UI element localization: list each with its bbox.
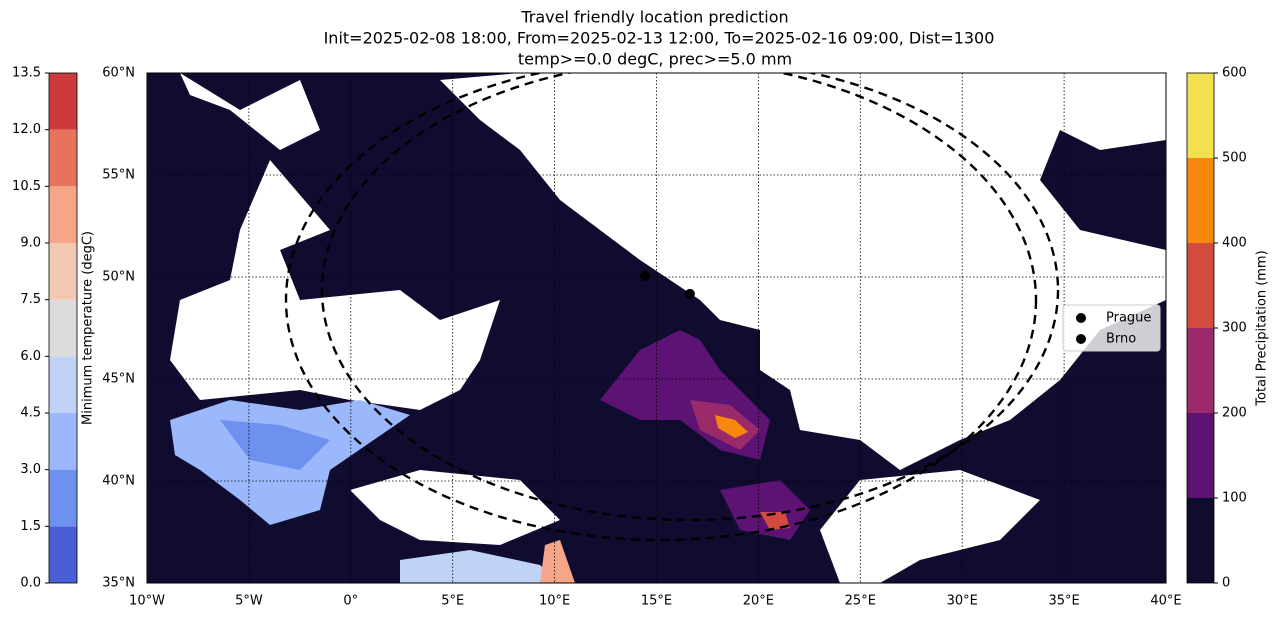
colorbar-tick-label: 200 xyxy=(1222,406,1247,421)
colorbar-tick-label: 10.5 xyxy=(12,179,41,194)
y-tick-label: 50°N xyxy=(102,270,135,285)
title-line: Init=2025-02-08 18:00, From=2025-02-13 1… xyxy=(324,29,995,48)
field-wet xyxy=(760,512,790,530)
colorbar-tick-label: 12.0 xyxy=(12,122,41,137)
field-empty xyxy=(820,470,1040,583)
x-tick-label: 30°E xyxy=(947,594,978,609)
colorbar-label: Total Precipitation (mm) xyxy=(1255,250,1270,406)
colorbar-band xyxy=(1187,498,1214,583)
x-tick-label: 25°E xyxy=(845,594,876,609)
colorbar-tick-label: 0 xyxy=(1222,576,1230,591)
title-line: Travel friendly location prediction xyxy=(520,8,788,27)
colorbar-band xyxy=(49,299,77,357)
legend-label: Brno xyxy=(1106,332,1136,347)
legend-marker xyxy=(1076,334,1086,344)
colorbar-tick-label: 13.5 xyxy=(12,66,41,81)
city-marker xyxy=(639,270,650,281)
x-tick-label: 0° xyxy=(343,594,358,609)
colorbar-band xyxy=(1187,413,1214,498)
colorbar-tick-label: 0.0 xyxy=(20,576,41,591)
legend-box xyxy=(1062,304,1161,352)
x-tick-label: 15°E xyxy=(641,594,672,609)
field-empty xyxy=(180,73,320,150)
colorbar-band xyxy=(1187,243,1214,328)
colorbar-tick-label: 1.5 xyxy=(20,519,41,534)
y-tick-label: 40°N xyxy=(102,474,135,489)
legend-marker xyxy=(1076,313,1086,323)
colorbar-tick-label: 3.0 xyxy=(20,462,41,477)
map-frame xyxy=(146,72,1167,584)
x-tick-label: 40°E xyxy=(1150,594,1181,609)
colorbar-label: Minimum temperature (degC) xyxy=(81,231,96,425)
colorbar-tick-label: 7.5 xyxy=(20,292,41,307)
field-empty xyxy=(170,160,500,410)
colorbar-tick-label: 6.0 xyxy=(20,349,41,364)
field-cold xyxy=(220,420,330,470)
colorbar-tick-label: 600 xyxy=(1222,66,1247,81)
field-cold xyxy=(400,550,560,583)
title-line: temp>=0.0 degC, prec>=5.0 mm xyxy=(518,50,792,69)
x-tick-label: 20°E xyxy=(743,594,774,609)
y-tick-label: 45°N xyxy=(102,372,135,387)
x-tick-label: 5°W xyxy=(235,594,263,609)
colorbar-tick-label: 4.5 xyxy=(20,406,41,421)
colorbar-band xyxy=(1187,73,1214,158)
legend-label: Prague xyxy=(1106,311,1151,326)
colorbar-band xyxy=(49,243,77,300)
colorbar-band xyxy=(49,413,77,470)
x-tick-label: 10°E xyxy=(539,594,570,609)
colorbar-band xyxy=(49,73,77,130)
distance-circle xyxy=(320,73,1060,522)
field-wet xyxy=(715,415,748,438)
city-marker xyxy=(684,288,695,299)
colorbar-tick-label: 100 xyxy=(1222,491,1247,506)
y-tick-label: 55°N xyxy=(102,168,135,183)
colorbar-tick-label: 300 xyxy=(1222,321,1247,336)
colorbar-frame xyxy=(48,72,78,584)
colorbar-tick-label: 9.0 xyxy=(20,236,41,251)
distance-circle xyxy=(284,73,1038,542)
colorbar-band xyxy=(49,469,77,527)
y-tick-label: 60°N xyxy=(102,66,135,81)
field-empty xyxy=(440,73,1166,470)
field-warm xyxy=(540,540,575,583)
colorbar-tick-label: 500 xyxy=(1222,151,1247,166)
colorbar-tick-label: 400 xyxy=(1222,236,1247,251)
x-tick-label: 5°E xyxy=(441,594,464,609)
colorbar-band xyxy=(49,356,77,413)
x-tick-label: 35°E xyxy=(1048,594,1079,609)
x-tick-label: 10°W xyxy=(129,594,165,609)
colorbar-band xyxy=(49,129,77,187)
colorbar-band xyxy=(1187,328,1214,413)
colorbar-band xyxy=(49,526,77,583)
colorbar-band xyxy=(49,186,77,243)
colorbar-band xyxy=(1187,158,1214,243)
y-tick-label: 35°N xyxy=(102,576,135,591)
